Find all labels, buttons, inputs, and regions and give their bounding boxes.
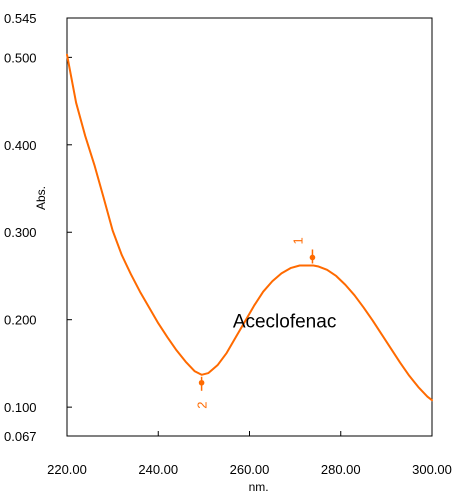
- y-tick-label: 0.500: [4, 50, 37, 65]
- marker-1: 1: [290, 237, 316, 264]
- marker-dot: [198, 379, 205, 386]
- y-tick-label: 0.300: [4, 225, 37, 240]
- y-tick-label: 0.200: [4, 313, 37, 328]
- marker-label: 1: [290, 237, 305, 244]
- y-tick-label: 0.100: [4, 400, 37, 415]
- y-tick-label: 0.545: [4, 11, 37, 26]
- annotations-layer: Aceclofenac: [233, 312, 337, 333]
- x-axis-title: nm.: [249, 480, 269, 494]
- x-tick-label: 220.00: [47, 462, 87, 477]
- x-tick-label: 300.00: [412, 462, 452, 477]
- chart-annotation: Aceclofenac: [233, 312, 337, 333]
- marker-label: 2: [195, 402, 210, 409]
- x-axis-ticks: 220.00 240.00 260.00 280.00 300.00: [47, 431, 452, 477]
- series-line: [66, 53, 433, 402]
- markers-layer: 12: [195, 237, 316, 409]
- plot-frame: [66, 17, 433, 437]
- marker-2: 2: [195, 376, 210, 409]
- marker-dot: [309, 254, 316, 261]
- y-tick-label: 0.067: [4, 429, 37, 444]
- y-axis-ticks: 0.545 0.500 0.400 0.300 0.200 0.100 0.067: [4, 11, 72, 444]
- y-tick-label: 0.400: [4, 138, 37, 153]
- series-layer: [66, 53, 433, 402]
- x-tick-label: 240.00: [138, 462, 178, 477]
- x-tick-label: 280.00: [321, 462, 361, 477]
- x-tick-label: 260.00: [230, 462, 270, 477]
- y-axis-title: Abs.: [34, 186, 48, 210]
